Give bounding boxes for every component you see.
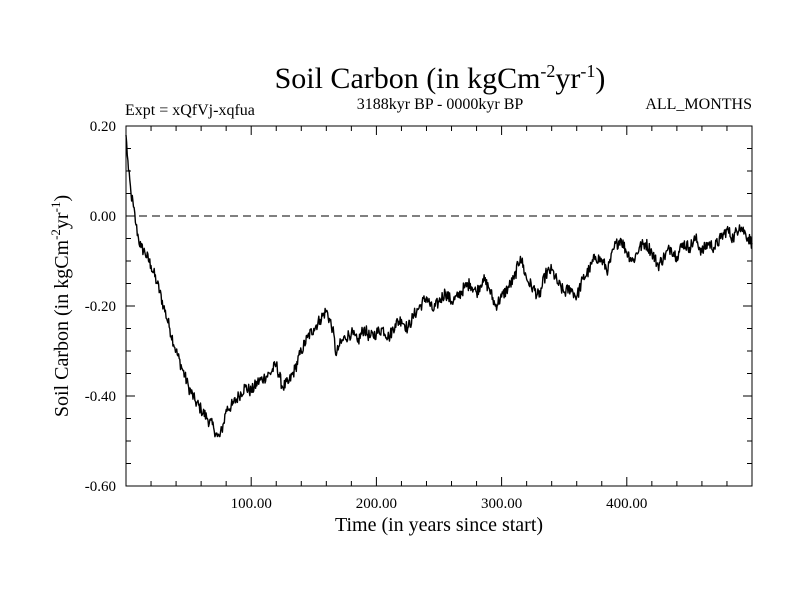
- y-axis: 0.20 0.00 -0.20 -0.40 -0.60: [85, 119, 752, 495]
- subtitle-period: 3188kyr BP - 0000kyr BP: [357, 96, 524, 113]
- x-tick-label: 200.00: [356, 496, 397, 512]
- series-line: [125, 134, 753, 438]
- subtitle-experiment: Expt = xQfVj-xqfua: [125, 102, 255, 119]
- x-tick-label: 100.00: [231, 496, 272, 512]
- x-axis-label: Time (in years since start): [335, 514, 543, 536]
- y-tick-label: -0.20: [85, 299, 116, 315]
- y-tick-label: -0.40: [85, 389, 116, 405]
- y-tick-label: 0.00: [90, 209, 116, 225]
- x-tick-label: 300.00: [481, 496, 522, 512]
- chart-title: Soil Carbon (in kgCm-2yr-1): [275, 61, 606, 95]
- x-axis: 100.00 200.00 300.00 400.00: [150, 126, 728, 512]
- y-tick-label: -0.60: [85, 479, 116, 495]
- x-tick-label: 400.00: [606, 496, 647, 512]
- y-axis-label: Soil Carbon (in kgCm-2yr-1): [48, 195, 73, 417]
- subtitle-months: ALL_MONTHS: [645, 96, 752, 113]
- y-tick-label: 0.20: [90, 119, 116, 135]
